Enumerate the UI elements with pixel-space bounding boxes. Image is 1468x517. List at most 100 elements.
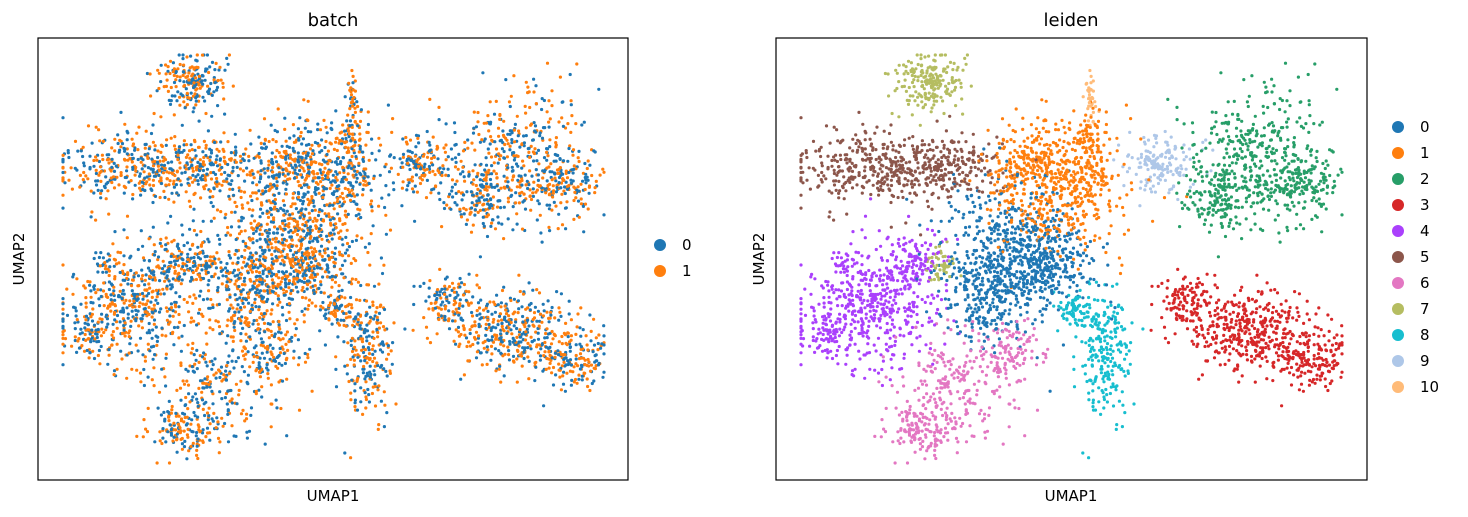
scatter-point [238,167,242,171]
scatter-point [388,371,392,375]
scatter-point [294,268,298,272]
scatter-point [366,387,370,392]
scatter-point [405,142,409,146]
scatter-point [350,277,354,281]
scatter-point [289,204,293,209]
scatter-point [100,189,104,193]
scatter-point [242,370,246,374]
scatter-point [191,173,195,177]
scatter-point [437,118,441,122]
scatter-point [61,307,65,311]
scatter-point [258,228,262,232]
scatter-point [237,388,241,392]
scatter-point [70,344,74,348]
scatter-point [545,310,549,314]
scatter-point [593,354,597,358]
scatter-point [526,147,530,151]
scatter-point [208,265,212,269]
scatter-point [90,141,94,145]
scatter-point [94,155,98,159]
scatter-point [465,190,469,194]
scatter-point [284,285,288,289]
scatter-point [574,343,578,347]
scatter-point [139,160,143,164]
scatter-point [148,269,152,273]
scatter-point [254,389,258,393]
scatter-point [495,205,500,209]
scatter-point [263,442,267,446]
scatter-point [153,250,157,254]
scatter-point [576,312,580,316]
scatter-point [320,176,325,180]
scatter-point [181,261,185,266]
scatter-point [231,261,235,265]
scatter-point [94,332,98,336]
scatter-point [374,310,378,314]
scatter-point [171,70,175,74]
scatter-point [429,301,433,305]
scatter-point [237,393,241,397]
scatter-point [346,187,350,192]
scatter-point [356,353,360,357]
scatter-point [196,401,200,405]
scatter-point [410,158,414,163]
scatter-point [244,244,248,248]
scatter-point [220,165,224,170]
scatter-point [163,158,168,162]
scatter-point [214,160,218,164]
scatter-point [120,296,124,301]
scatter-point [279,280,283,284]
scatter-point [548,353,552,357]
scatter-point [373,373,377,377]
scatter-point [65,287,69,291]
scatter-point [191,180,195,184]
scatter-point [240,203,244,207]
scatter-point [564,169,568,173]
scatter-point [209,151,214,155]
scatter-point [336,321,340,325]
scatter-point [369,199,374,203]
scatter-point [388,228,393,232]
scatter-point [163,279,167,283]
scatter-point [536,337,541,341]
scatter-point [586,384,590,389]
scatter-point [292,176,297,180]
scatter-point [390,362,394,366]
scatter-point [98,264,102,268]
scatter-point [89,215,93,219]
scatter-point [367,342,372,346]
scatter-point [327,318,331,322]
scatter-point [337,284,341,288]
scatter-point [438,267,442,271]
scatter-point [384,184,388,188]
scatter-point [400,204,404,208]
scatter-point [547,316,551,320]
scatter-point [94,291,98,295]
scatter-point [169,214,173,218]
scatter-point [92,164,96,168]
scatter-point [239,195,243,200]
batch-points [61,53,606,465]
scatter-point [493,227,498,231]
scatter-point [289,291,293,296]
scatter-point [410,175,414,179]
scatter-point [153,148,157,152]
scatter-point [550,371,554,375]
scatter-point [246,382,250,386]
scatter-point [184,190,188,194]
scatter-point [573,377,578,382]
scatter-point [539,347,543,351]
scatter-point [499,380,503,384]
scatter-point [78,185,82,189]
scatter-point [160,326,164,330]
scatter-point [512,324,516,328]
scatter-point [598,173,602,177]
scatter-point [366,346,370,350]
scatter-point [258,215,262,219]
scatter-point [311,253,315,257]
scatter-point [88,283,92,287]
scatter-point [357,161,361,165]
scatter-point [164,356,168,360]
scatter-point [330,250,334,254]
scatter-point [83,286,87,290]
